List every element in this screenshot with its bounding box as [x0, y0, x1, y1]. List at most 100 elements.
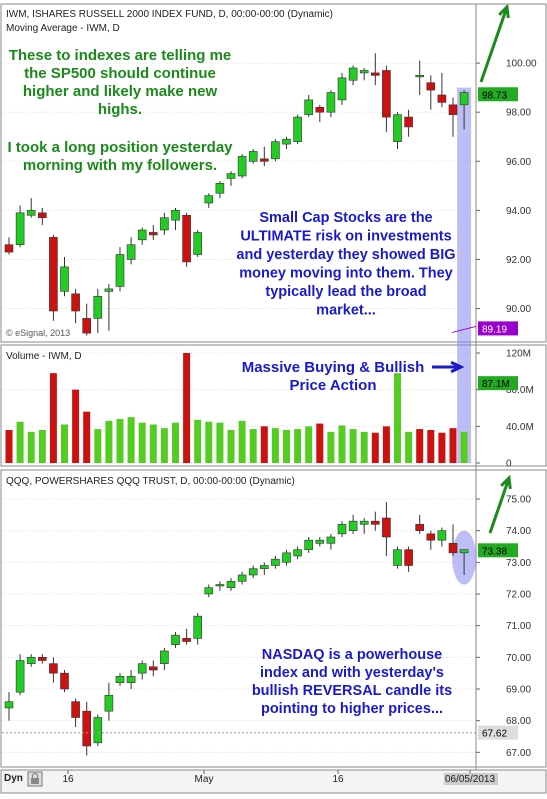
arrow-iwm-up-head: [498, 3, 510, 19]
volume-bar: [294, 429, 302, 463]
qqq-candle: [4, 701, 14, 709]
annotation-small-cap: Small Cap Stocks are the: [259, 210, 432, 226]
iwm-ma-price: 89.19: [482, 324, 507, 335]
iwm-ma-price-box: [478, 321, 518, 336]
arrow-iwm-up-shaft: [479, 6, 509, 83]
volume-bar: [16, 421, 24, 463]
annotation-long-position: morning with my followers.: [23, 157, 217, 174]
volume-bar: [438, 432, 446, 463]
iwm-tick-label: 94.00: [506, 206, 531, 217]
volume-bar: [249, 429, 257, 463]
qqq-candle: [282, 552, 291, 563]
x-tick-label: May: [195, 774, 214, 785]
lock-icon-shackle: [31, 772, 39, 778]
volume-bar: [227, 430, 235, 463]
annotation-indexes: the SP500 should continue: [24, 65, 216, 82]
iwm-candle: [137, 229, 147, 241]
iwm-candle: [337, 77, 347, 101]
qqq-tick-label: 72.00: [506, 590, 531, 601]
iwm-tick-label: 98.00: [506, 108, 531, 119]
annotation-small-cap: and yesterday they showed BIG: [236, 247, 455, 263]
volume-bar: [138, 422, 146, 463]
volume-bar: [449, 428, 457, 463]
volume-bar: [349, 429, 357, 463]
iwm-candle: [259, 158, 269, 162]
iwm-candle: [226, 173, 236, 179]
panel-qqq: [0, 469, 547, 768]
iwm-candle: [37, 212, 47, 219]
volume-tick-label: 0: [506, 459, 512, 470]
iwm-candle: [304, 99, 314, 115]
volume-bar: [238, 420, 246, 463]
iwm-candle: [315, 106, 325, 113]
volume-bar: [327, 431, 335, 463]
iwm-candle: [348, 67, 358, 81]
lock-icon[interactable]: [27, 771, 43, 787]
iwm-candle: [126, 244, 136, 260]
qqq-tick-label: 75.00: [506, 495, 531, 506]
arrow-iwm-up: [479, 3, 510, 83]
volume-bar: [149, 424, 157, 463]
volume-bar: [271, 428, 279, 463]
qqq-tick-label: 67.00: [506, 748, 531, 759]
iwm-tick-label: 90.00: [506, 304, 531, 315]
iwm-candle: [237, 156, 247, 177]
qqq-candle: [171, 634, 180, 645]
annotation-small-cap: typically lead the broad: [265, 284, 426, 300]
iwm-last-price-box: [478, 87, 518, 102]
annotation-small-cap: money moving into them. They: [239, 266, 453, 282]
volume-bar: [116, 419, 124, 463]
iwm-candle: [282, 138, 291, 145]
qqq-candle: [315, 539, 325, 544]
qqq-tick-label: 71.00: [506, 621, 531, 632]
iwm-tick-label: 100.00: [506, 59, 537, 70]
annotation-nasdaq: index and with yesterday's: [260, 665, 444, 681]
volume-title: Volume - IWM, D: [6, 351, 82, 362]
volume-bar: [460, 431, 468, 463]
volume-bar: [38, 430, 46, 463]
iwm-candle: [426, 82, 436, 91]
qqq-candle: [104, 695, 114, 712]
qqq-candle: [271, 558, 280, 566]
qqq-candle: [226, 581, 236, 588]
qqq-candle: [115, 676, 125, 683]
volume-bar: [338, 425, 346, 463]
qqq-candle: [426, 533, 436, 541]
iwm-candle: [49, 237, 58, 312]
annotation-nasdaq: NASDAQ is a powerhouse: [262, 647, 442, 663]
volume-bar: [405, 431, 413, 463]
arrow-qqq-up-head: [500, 474, 512, 490]
iwm-tick-label: 96.00: [506, 157, 531, 168]
volume-bar: [371, 432, 379, 463]
annotation-small-cap: market...: [316, 303, 376, 319]
iwm-candle: [82, 318, 91, 334]
qqq-candle: [437, 530, 447, 541]
qqq-candle: [337, 524, 347, 535]
volume-bar: [216, 422, 224, 463]
qqq-candle: [326, 536, 336, 544]
qqq-candle: [26, 657, 36, 664]
volume-bar: [316, 423, 324, 463]
iwm-candle: [404, 116, 413, 128]
iwm-candle: [382, 70, 391, 118]
iwm-candle: [293, 116, 302, 142]
volume-bar: [382, 426, 390, 463]
iwm-ma-line: [451, 325, 477, 333]
volume-bar: [205, 421, 213, 463]
qqq-candle: [293, 549, 302, 557]
volume-last-value: 87.1M: [482, 379, 510, 390]
volume-bar: [283, 430, 290, 463]
panel-iwm: [0, 3, 547, 343]
arrow-volume-head: [450, 360, 465, 374]
qqq-candle: [193, 615, 202, 639]
volume-tick-label: 80.0M: [506, 385, 534, 396]
footer-bar: [0, 769, 547, 794]
volume-bar: [5, 430, 13, 463]
iwm-candle: [26, 210, 36, 216]
qqq-candle: [248, 568, 258, 576]
dyn-label: Dyn: [4, 773, 23, 784]
annotation-small-cap: ULTIMATE risk on investments: [240, 229, 451, 245]
qqq-candle: [15, 660, 25, 693]
volume-bar: [427, 430, 435, 463]
